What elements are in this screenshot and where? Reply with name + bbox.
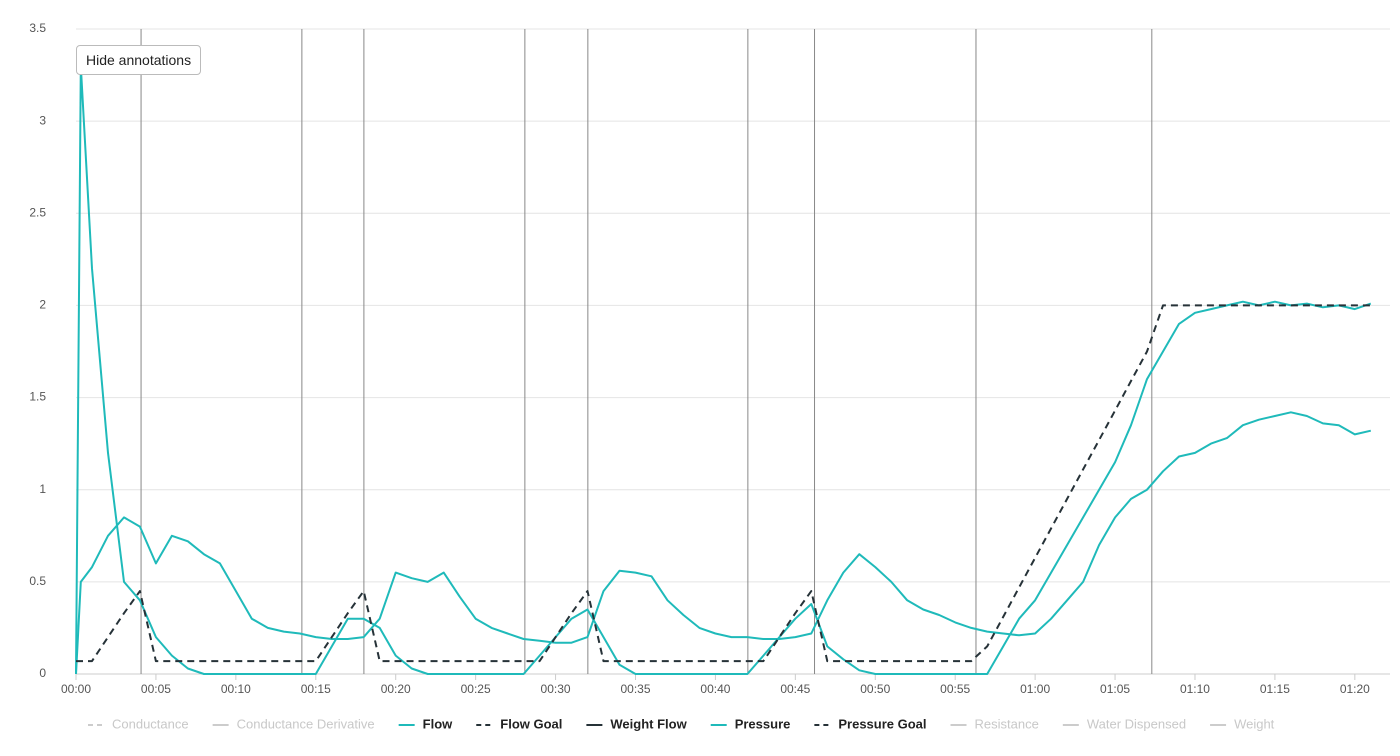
legend-label[interactable]: Resistance (975, 716, 1039, 731)
y-tick-label: 0 (39, 666, 46, 680)
x-tick-label: 00:30 (541, 682, 571, 696)
legend-label[interactable]: Conductance (112, 716, 189, 731)
x-tick-label: 00:05 (141, 682, 171, 696)
series-line (76, 304, 1371, 663)
x-tick-label: 00:55 (940, 682, 970, 696)
legend-label[interactable]: Weight Flow (610, 716, 687, 731)
legend-label[interactable]: Flow (423, 716, 453, 731)
x-tick-label: 00:45 (780, 682, 810, 696)
legend-label[interactable]: Pressure (735, 716, 791, 731)
x-tick-label: 00:20 (381, 682, 411, 696)
legend-label[interactable]: Water Dispensed (1087, 716, 1186, 731)
legend-label[interactable]: Pressure Goal (838, 716, 926, 731)
legend-label[interactable]: Flow Goal (500, 716, 562, 731)
x-tick-label: 00:50 (860, 682, 890, 696)
x-tick-label: 00:35 (620, 682, 650, 696)
y-tick-label: 2.5 (29, 205, 46, 219)
x-tick-label: 01:10 (1180, 682, 1210, 696)
x-tick-label: 00:15 (301, 682, 331, 696)
legend-label[interactable]: Weight (1234, 716, 1275, 731)
x-tick-label: 01:00 (1020, 682, 1050, 696)
x-tick-label: 01:20 (1340, 682, 1370, 696)
x-tick-label: 01:05 (1100, 682, 1130, 696)
series-line (75, 64, 1372, 675)
y-tick-label: 2 (39, 298, 46, 312)
hide-annotations-button[interactable]: Hide annotations (76, 45, 202, 75)
y-tick-label: 1.5 (29, 390, 46, 404)
y-tick-label: 1 (39, 482, 46, 496)
series-line (75, 411, 1372, 675)
legend: Conductance Conductance Derivative Flow Flo… (88, 716, 1275, 731)
x-tick-label: 00:00 (61, 682, 91, 696)
x-tick-label: 00:40 (700, 682, 730, 696)
x-tick-label: 01:15 (1260, 682, 1290, 696)
y-tick-label: 3.5 (29, 21, 46, 35)
y-tick-label: 3 (39, 113, 46, 127)
x-tick-label: 00:10 (221, 682, 251, 696)
x-tick-label: 00:25 (461, 682, 491, 696)
y-tick-label: 0.5 (29, 574, 46, 588)
legend-label[interactable]: Conductance Derivative (237, 716, 375, 731)
